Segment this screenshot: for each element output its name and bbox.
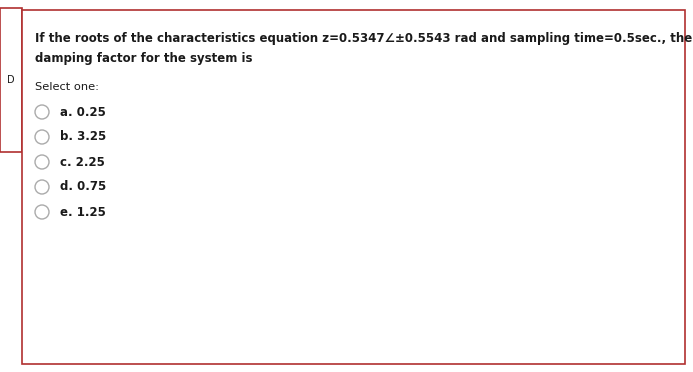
Text: a. 0.25: a. 0.25 — [60, 106, 106, 119]
Circle shape — [35, 105, 49, 119]
Text: d. 0.75: d. 0.75 — [60, 180, 106, 193]
Circle shape — [35, 205, 49, 219]
FancyBboxPatch shape — [22, 10, 685, 364]
FancyBboxPatch shape — [0, 8, 22, 152]
Text: c. 2.25: c. 2.25 — [60, 155, 105, 169]
Text: Select one:: Select one: — [35, 82, 99, 92]
Text: b. 3.25: b. 3.25 — [60, 131, 106, 144]
Text: e. 1.25: e. 1.25 — [60, 205, 106, 218]
Circle shape — [35, 155, 49, 169]
Circle shape — [35, 180, 49, 194]
Text: If the roots of the characteristics equation z=0.5347∠±0.5543 rad and sampling t: If the roots of the characteristics equa… — [35, 32, 692, 45]
Text: D: D — [7, 75, 15, 85]
Circle shape — [35, 130, 49, 144]
Text: damping factor for the system is: damping factor for the system is — [35, 52, 252, 65]
